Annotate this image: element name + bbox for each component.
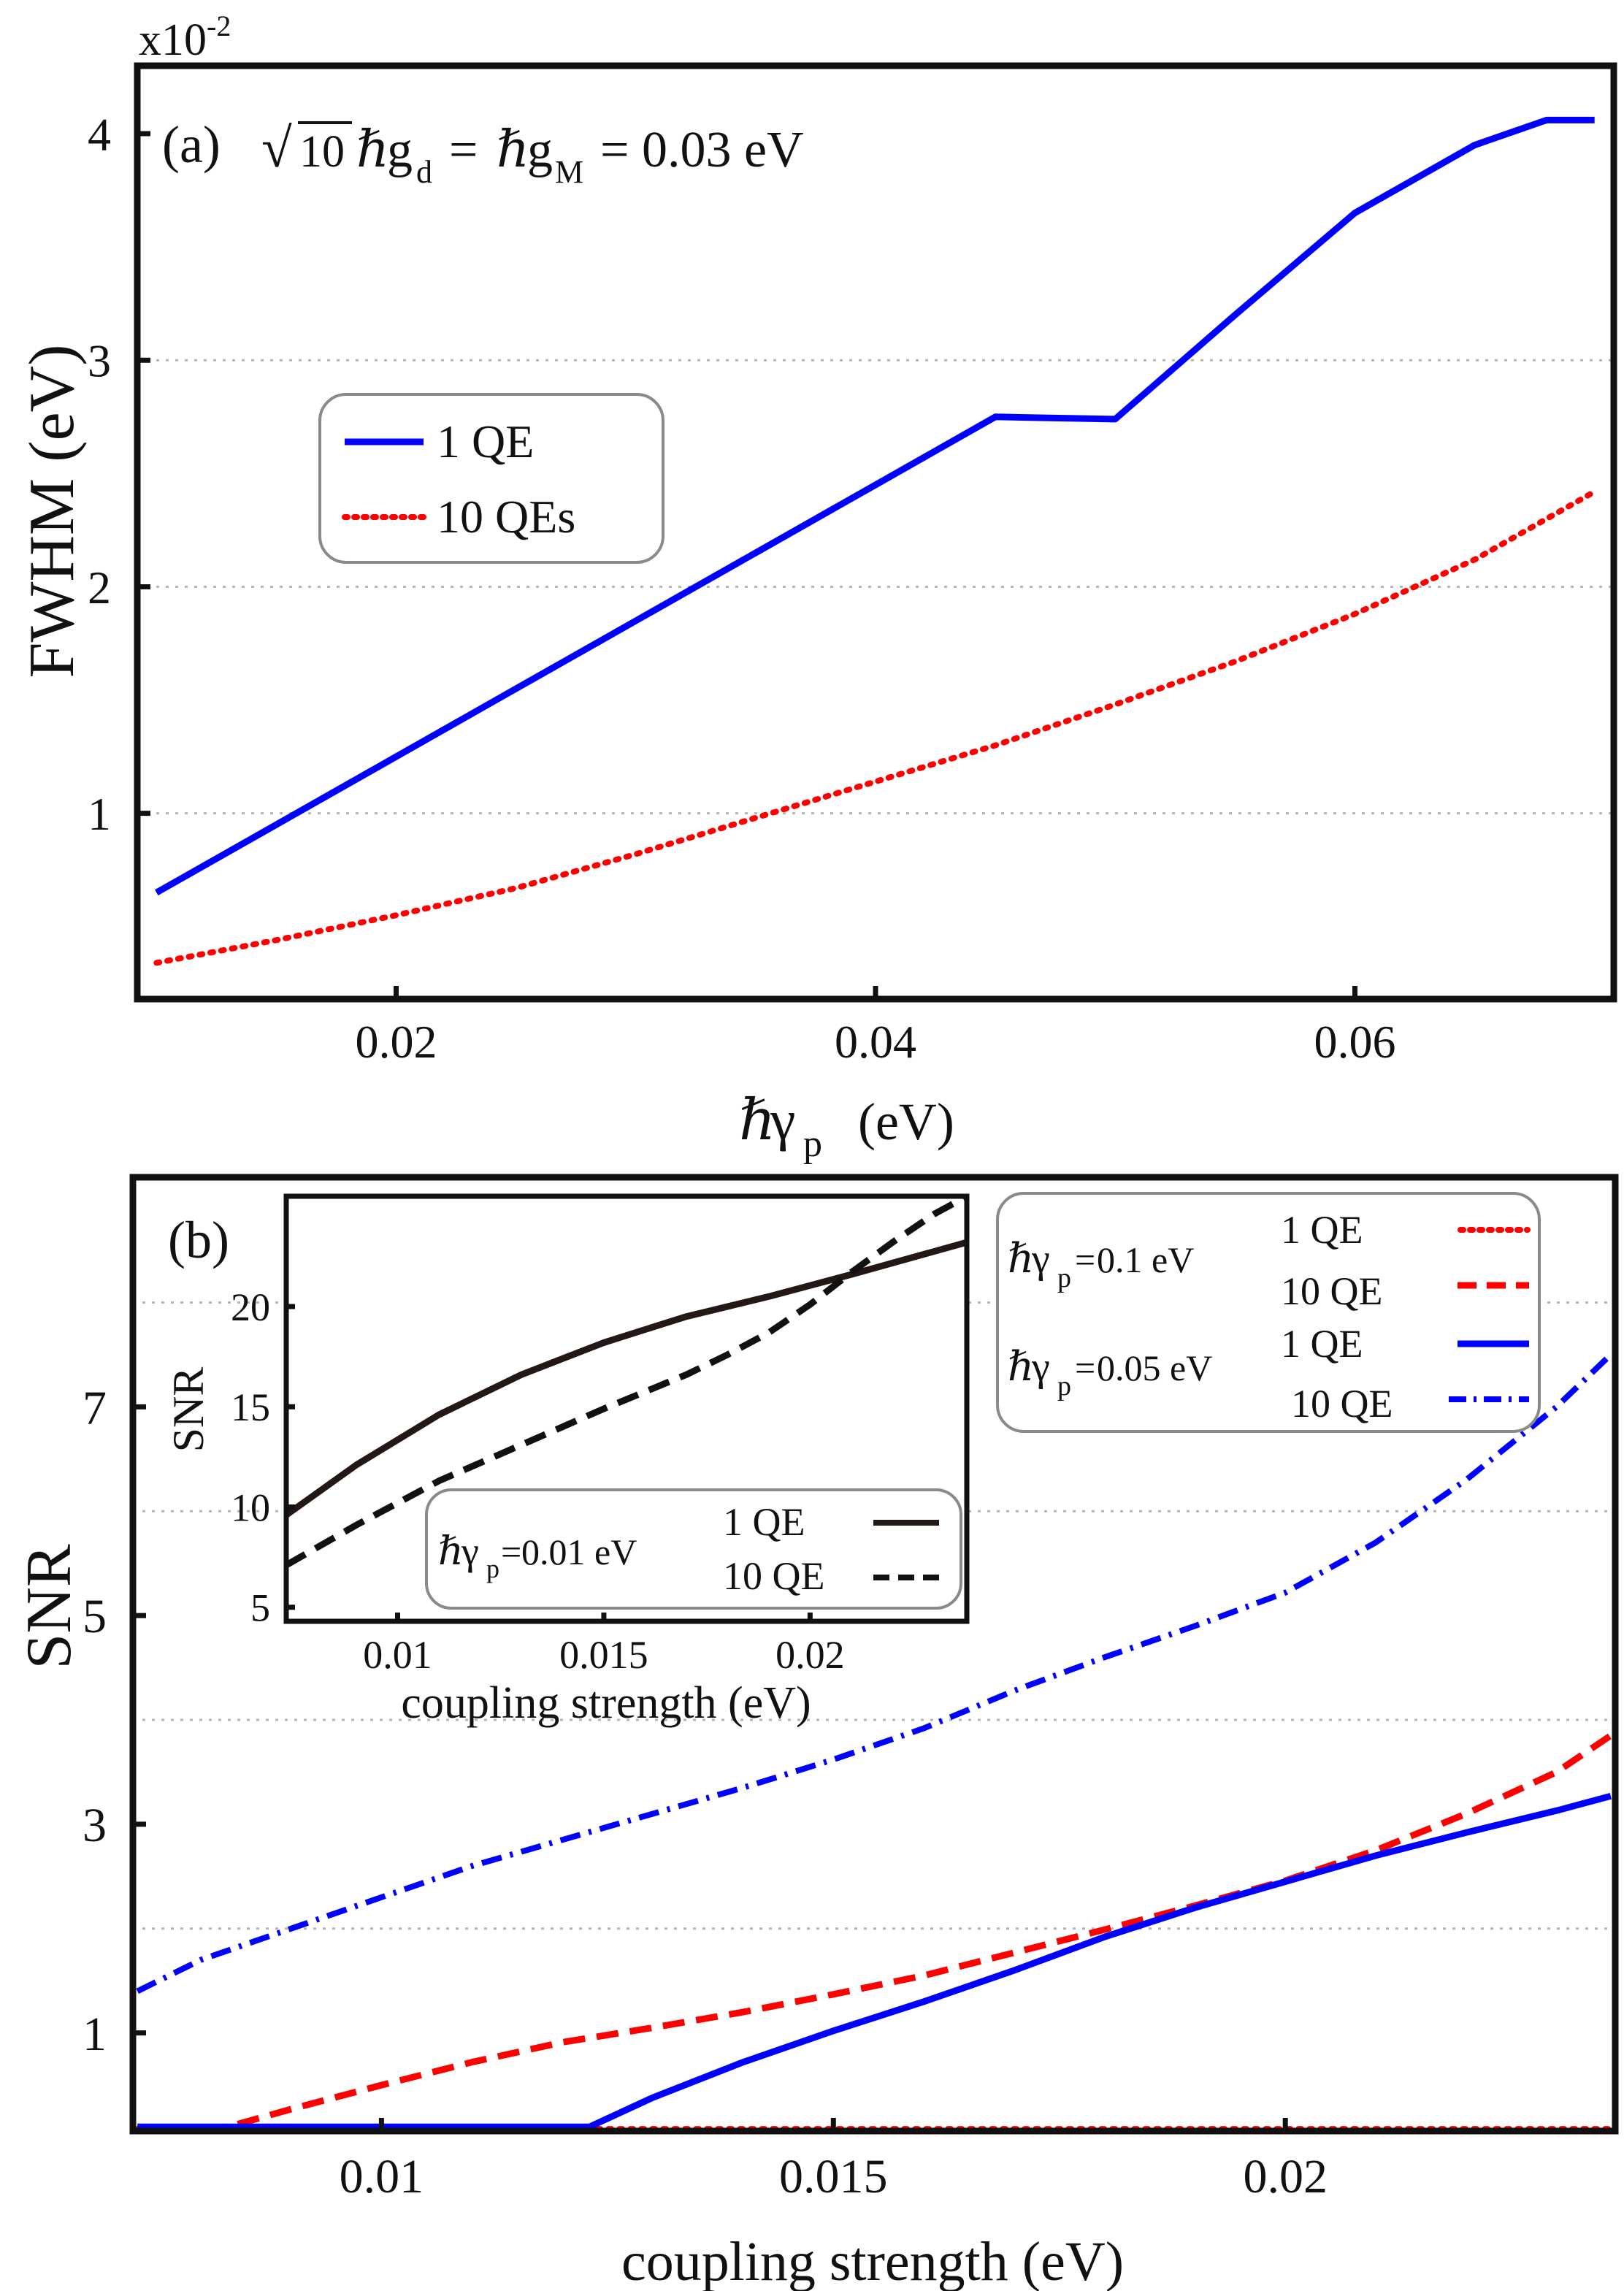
annotation-sub-m: M — [555, 154, 583, 190]
series-1qe-line — [286, 1239, 967, 1518]
inset-legend-gamma: γ — [461, 1529, 479, 1573]
legend-group-005: 0.05 eV — [1097, 1347, 1212, 1388]
panel-b-ylabel: SNR — [14, 1544, 85, 1669]
panel-a-legend-box — [318, 393, 664, 564]
y-tick-label: 20 — [231, 1285, 270, 1329]
y-tick-label: 1 — [83, 2008, 107, 2061]
y-tick-label: 7 — [83, 1381, 107, 1434]
legend-label-10qes: 10 QEs — [437, 491, 575, 543]
y-tick-label: 15 — [231, 1385, 270, 1429]
x-tick-label: 0.02 — [356, 1016, 437, 1068]
series-01-10qe-line — [137, 1732, 1613, 2131]
xlabel-sub-p: p — [803, 1123, 822, 1165]
legend-b-label-1qe-blue: 1 QE — [1281, 1322, 1363, 1366]
hbar-symbol-legend-1: ℏ — [1008, 1236, 1034, 1282]
panel-a-xlabel: ℏ γ p (eV) — [739, 1088, 954, 1165]
x-tick-label: 0.015 — [559, 1633, 648, 1677]
legend-eq-1: = — [1075, 1239, 1095, 1280]
hbar-symbol: ℏ — [356, 122, 389, 178]
legend-sub-p-1: p — [1057, 1263, 1071, 1293]
hbar-symbol-legend-2: ℏ — [1008, 1345, 1034, 1390]
panel-a-ticks: 0.02 0.04 0.06 1 2 3 4 — [88, 108, 1395, 1068]
panel-b-legend: ℏ γ p = 0.1 eV 1 QE 10 QE ℏ γ p = 0.05 e… — [996, 1192, 1541, 1433]
xlabel-unit: (eV) — [858, 1093, 954, 1151]
x-tick-label: 0.02 — [775, 1633, 845, 1677]
y-tick-label: 3 — [83, 1799, 107, 1852]
inset-legend-group: 0.01 eV — [521, 1531, 637, 1572]
panel-a-annotation: √ 10 ℏ g d = ℏ g M = 0.03 eV — [261, 118, 804, 190]
legend-gamma-2: γ — [1031, 1345, 1050, 1390]
inset-ylabel: SNR — [164, 1367, 212, 1453]
annotation-sub-d: d — [416, 154, 432, 190]
panel-a-label: (a) — [162, 115, 221, 174]
panel-b-legend-box — [996, 1192, 1541, 1433]
inset-series — [286, 1196, 967, 1569]
panel-a-exponent-label: x10-2 — [139, 9, 231, 65]
inset-chart: 0.01 0.015 0.02 5 10 15 20 SNR coupling streng… — [164, 1193, 970, 1728]
panel-a-legend: 1 QE 10 QEs — [318, 393, 664, 564]
inset-legend-label-1qe: 1 QE — [723, 1500, 805, 1544]
series-10qes-line — [153, 489, 1598, 966]
panel-a-ylabel: FWHM (eV) — [17, 344, 88, 678]
equals-symbol: = — [449, 122, 478, 178]
y-tick-label: 1 — [88, 788, 111, 840]
y-tick-label: 2 — [88, 562, 111, 613]
hbar-symbol-inset-legend: ℏ — [438, 1529, 464, 1573]
annotation-root: 10 — [299, 127, 345, 177]
inset-ticks: 0.01 0.015 0.02 5 10 15 20 — [231, 1285, 845, 1677]
annotation-value: = 0.03 eV — [600, 122, 804, 178]
panel-a-series — [153, 116, 1598, 966]
inset-legend-box — [425, 1488, 962, 1610]
panel-b-frame — [129, 1174, 1619, 2135]
inset-xlabel: coupling strength (eV) — [401, 1678, 811, 1728]
series-1qe-line — [155, 116, 1595, 896]
inset-legend-sub-p: p — [486, 1554, 499, 1583]
y-tick-label: 10 — [231, 1485, 270, 1529]
annotation-g-d: g — [387, 122, 413, 178]
x-tick-label: 0.01 — [340, 2150, 424, 2203]
inset-legend-label-10qe: 10 QE — [723, 1554, 824, 1598]
series-005-1qe-line — [137, 1792, 1612, 2130]
xlabel-gamma: γ — [770, 1088, 795, 1152]
x-tick-label: 0.06 — [1314, 1016, 1395, 1068]
inset-legend: ℏ γ p = 0.01 eV 1 QE 10 QE — [425, 1488, 962, 1610]
legend-b-label-1qe-red: 1 QE — [1281, 1208, 1363, 1252]
series-005-10qe-line — [136, 1353, 1613, 1994]
y-tick-label: 5 — [250, 1586, 270, 1630]
x-tick-label: 0.015 — [779, 2150, 888, 2203]
legend-b-label-10qe-red: 10 QE — [1281, 1269, 1382, 1313]
inset-legend-eq: = — [501, 1531, 521, 1572]
legend-b-label-10qe-blue: 10 QE — [1291, 1382, 1393, 1426]
legend-gamma-1: γ — [1031, 1236, 1050, 1282]
panel-b-xlabel: coupling strength (eV) — [621, 2231, 1124, 2291]
legend-group-01: 0.1 eV — [1097, 1239, 1194, 1280]
annotation-g-m: g — [527, 122, 553, 178]
legend-eq-2: = — [1075, 1347, 1095, 1388]
sqrt-symbol: √ — [261, 118, 292, 179]
hbar-symbol-2: ℏ — [497, 122, 529, 178]
series-10qe-line — [286, 1196, 967, 1569]
legend-label-1qe: 1 QE — [437, 416, 534, 467]
x-tick-label: 0.01 — [363, 1633, 432, 1677]
panel-a-exponent-power: -2 — [207, 9, 231, 42]
panel-b-label: (b) — [168, 1211, 229, 1269]
legend-sub-p-2: p — [1057, 1371, 1071, 1401]
hbar-symbol-xlabel: ℏ — [739, 1088, 775, 1152]
x-tick-label: 0.04 — [835, 1016, 916, 1068]
y-tick-label: 5 — [83, 1590, 107, 1643]
y-tick-label: 3 — [88, 335, 111, 387]
panel-a: 0.02 0.04 0.06 1 2 3 4 x10-2 (a) √ 10 ℏ g d = … — [17, 9, 1617, 1165]
x-tick-label: 0.02 — [1243, 2150, 1328, 2203]
y-tick-label: 4 — [88, 108, 111, 160]
